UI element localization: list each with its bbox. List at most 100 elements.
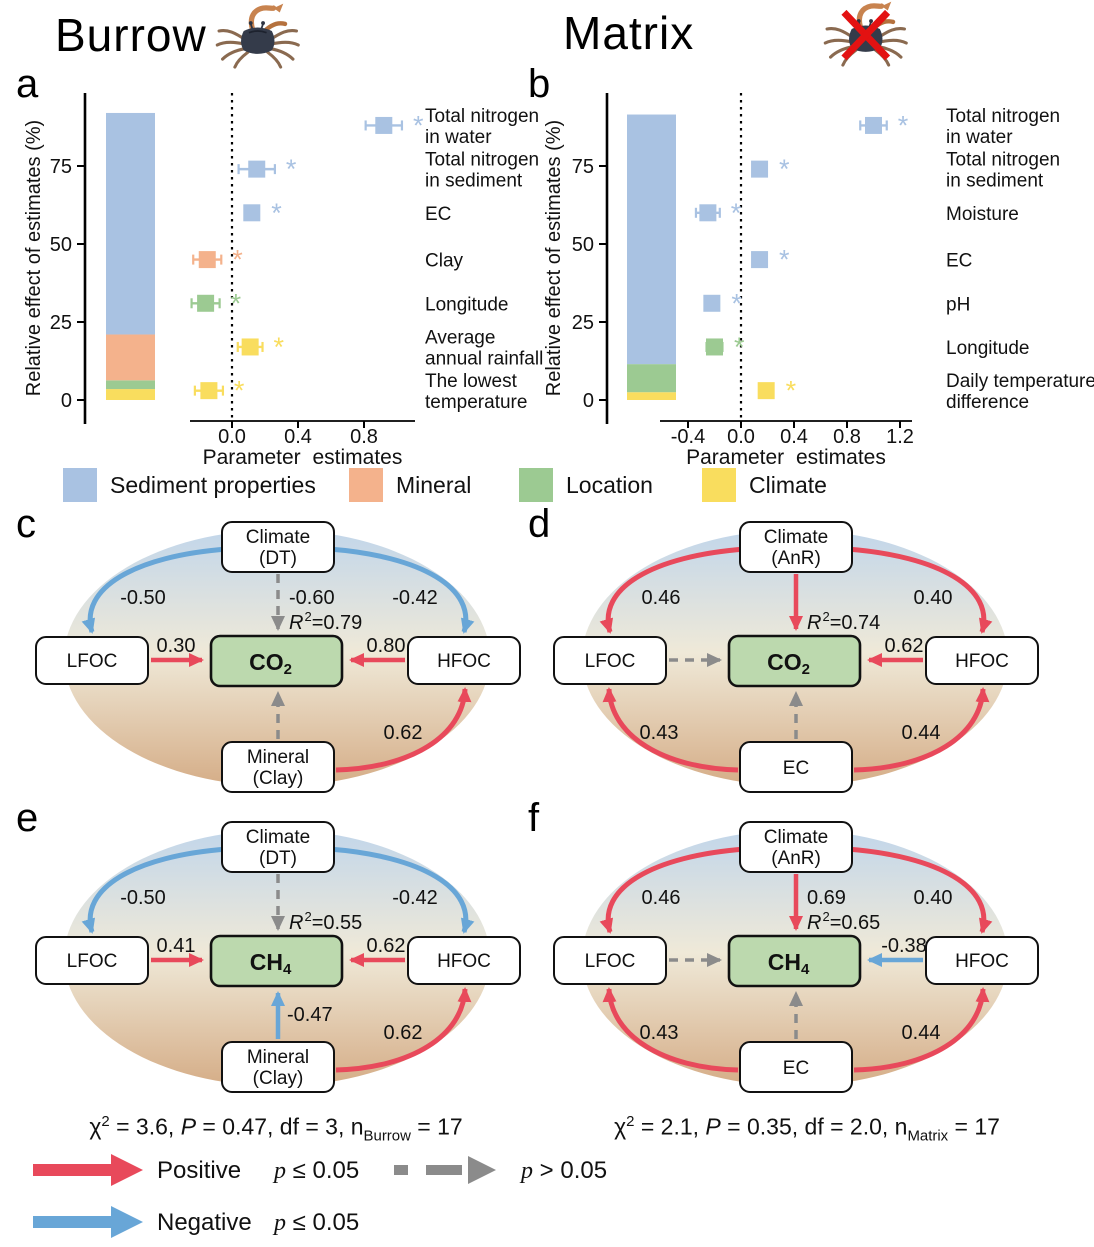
f-climate-box: [739, 821, 853, 873]
c-lfoc-box: [35, 636, 149, 685]
b-x-axis-title: Parameter estimates: [686, 446, 886, 469]
sem-panel-f: Climate(AnR) EC LFOC HFOC CH4 R2=0.65 0.46 0.40…: [553, 821, 1039, 1093]
sem-panel-e: Climate(DT) Mineral(Clay) LFOC HFOC CH4 R2=0.…: [35, 821, 521, 1093]
d-coef-climate-hfoc: 0.40: [914, 587, 953, 609]
e-coef-hfoc-center: 0.62: [367, 935, 406, 957]
b-sig-marker-4: *: [731, 288, 742, 318]
f-coef-climate-lfoc: 0.46: [642, 887, 681, 909]
c-hfoc-box: [407, 636, 521, 685]
panel-letter-e: e: [16, 796, 39, 840]
f-coef-hfoc-center: -0.38: [881, 935, 927, 957]
panel-letter-f: f: [528, 796, 540, 840]
e-edge-climate-lfoc: [81, 846, 228, 934]
c-bottom-box: [221, 741, 335, 793]
d-coef-bottom-lfoc: 0.43: [640, 722, 679, 744]
b-x-tick-label: 1.2: [886, 426, 914, 448]
b-x-tick-label: 0.4: [780, 426, 808, 448]
a-sig-marker-3: *: [232, 245, 243, 275]
b-y-axis-title: Relative effect of estimates (%): [543, 120, 565, 396]
e-coef-lfoc-center: 0.41: [157, 935, 196, 957]
a-point-label-6: temperature: [425, 392, 527, 413]
a-point-label-1: in sediment: [425, 171, 523, 192]
c-climate-label: Climate: [246, 527, 310, 548]
d-gas-box: [727, 634, 862, 688]
crab-icon-crossed: [823, 1, 908, 67]
a-point-label-5: Average: [425, 327, 495, 348]
f-bottom-label: EC: [783, 1058, 809, 1079]
sem-panel-d: Climate(AnR) EC LFOC HFOC CO2 R2=0.74 0.46 0.40…: [553, 521, 1039, 793]
nonsignificant-dashed-arrow-icon: [394, 1156, 496, 1184]
f-coef-bottom-hfoc: 0.44: [902, 1022, 941, 1044]
b-sig-marker-0: *: [898, 110, 909, 140]
e-climate-box: [221, 821, 335, 873]
crab-raised-claw: [248, 5, 277, 32]
d-bottom-label: EC: [783, 758, 809, 779]
b-point-label-6: Daily temperature: [946, 371, 1094, 392]
c-bottom-label: Mineral: [247, 747, 309, 768]
c-hfoc-label: HFOC: [437, 651, 491, 672]
e-coef-climate-lfoc: -0.50: [120, 887, 166, 909]
b-y-tick-label: 0: [583, 390, 594, 412]
b-sig-marker-3: *: [779, 245, 790, 275]
e-bottom-box: [221, 1041, 335, 1093]
d-bottom-box: [739, 741, 853, 793]
a-x-axis-title: Parameter estimates: [203, 446, 403, 469]
a-bar-climate: [106, 389, 155, 400]
a-bar-location: [106, 380, 155, 390]
b-point-label-0: in water: [946, 127, 1013, 148]
b-point-3: [751, 251, 769, 269]
f-edge-bottom-lfoc: [602, 987, 739, 1073]
a-x-tick-label: 0.8: [350, 426, 378, 448]
d-r2-label: R2=0.74: [807, 609, 880, 634]
d-edge-climate-hfoc: [846, 546, 993, 634]
a-y-tick-label: 50: [50, 234, 72, 256]
b-point-2: [699, 204, 717, 222]
a-point-label-1: Total nitrogen: [425, 150, 539, 171]
sediment-label: Sediment properties: [110, 471, 316, 498]
legend-item-location: Location: [519, 468, 653, 502]
c-gas-label: CO2: [249, 649, 292, 678]
negative-arrow-icon: [33, 1206, 143, 1238]
d-coef-bottom-hfoc: 0.44: [902, 722, 941, 744]
e-coef-bottom-hfoc: 0.62: [384, 1022, 423, 1044]
b-point-4: [703, 294, 721, 312]
b-sig-marker-6: *: [786, 376, 797, 406]
b-point-label-2: Moisture: [946, 204, 1019, 225]
b-bar-sediment: [627, 114, 676, 365]
a-point-2: [243, 204, 261, 222]
e-lfoc-box: [35, 936, 149, 985]
a-point-label-2: EC: [425, 204, 451, 225]
b-point-label-1: Total nitrogen: [946, 150, 1060, 171]
a-point-label-4: Longitude: [425, 294, 508, 315]
b-point-label-3: EC: [946, 251, 972, 272]
negative-pvalue: p ≤ 0.05: [274, 1209, 360, 1236]
nonsignificant-pvalue: p > 0.05: [521, 1157, 608, 1184]
f-edge-bottom-hfoc: [853, 987, 990, 1073]
panel-letter-b: b: [528, 62, 551, 106]
f-climate-label: (AnR): [771, 848, 821, 869]
b-point-1: [751, 160, 769, 178]
b-point-label-5: Longitude: [946, 338, 1029, 359]
crab-body: [241, 27, 275, 54]
b-y-tick-label: 50: [572, 234, 594, 256]
burrow-title: Burrow: [55, 9, 207, 61]
d-hfoc-label: HFOC: [955, 651, 1009, 672]
b-bar-climate: [627, 392, 676, 400]
e-climate-label: (DT): [259, 848, 297, 869]
f-lfoc-label: LFOC: [585, 951, 636, 972]
a-point-5: [241, 338, 259, 356]
panel-b-chart: 0 25 50 75 Relative effect of estimates (%) -…: [543, 93, 1094, 469]
b-y-tick-label: 75: [572, 156, 594, 178]
b-x-tick-label: -0.4: [671, 426, 705, 448]
f-gas-label: CH4: [768, 949, 810, 978]
legend-item-mineral: Mineral: [349, 468, 471, 502]
a-point-0: [375, 116, 393, 134]
a-y-axis-title: Relative effect of estimates (%): [23, 120, 45, 396]
e-climate-label: Climate: [246, 827, 310, 848]
d-hfoc-box: [925, 636, 1039, 685]
b-y-tick-label: 25: [572, 312, 594, 334]
b-point-6: [757, 382, 775, 400]
a-y-tick-label: 0: [61, 390, 72, 412]
